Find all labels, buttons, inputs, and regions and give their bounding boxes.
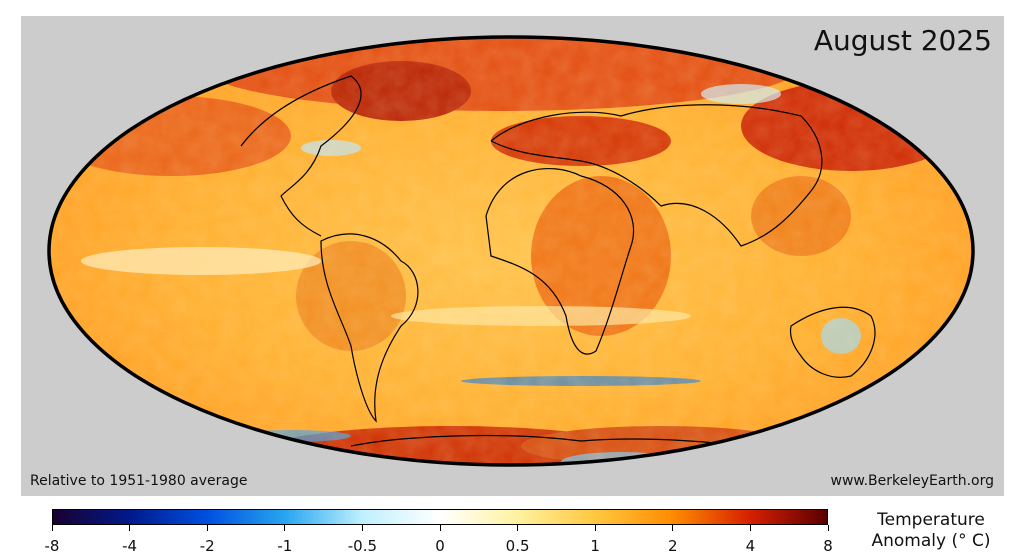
colorbar — [52, 509, 828, 525]
colorbar-tick — [672, 525, 674, 531]
colorbar-tick — [517, 525, 519, 531]
colorbar-tick-label: 1 — [590, 537, 600, 555]
colorbar-tick-label: -8 — [44, 537, 60, 555]
colorbar-title-line2: Anomaly (° C) — [871, 531, 991, 551]
colorbar-tick-label: 4 — [745, 537, 756, 555]
source-link[interactable]: www.BerkeleyEarth.org — [830, 473, 994, 489]
colorbar-tick — [284, 525, 286, 531]
colorbar-tick — [827, 525, 829, 531]
map-title: August 2025 — [813, 24, 992, 57]
colorbar-tick — [51, 525, 53, 531]
globe-outline — [47, 35, 975, 467]
colorbar-tick-label: 2 — [668, 537, 678, 555]
colorbar-tick-label: 8 — [823, 537, 833, 555]
colorbar-tick — [439, 525, 441, 531]
colorbar-tick — [129, 525, 131, 531]
colorbar-title-line1: Temperature — [877, 510, 985, 530]
colorbar-tick-label: -4 — [122, 537, 138, 555]
colorbar-tick — [594, 525, 596, 531]
colorbar-tick-label: 0 — [435, 537, 445, 555]
baseline-note: Relative to 1951-1980 average — [30, 473, 248, 489]
colorbar-tick — [749, 525, 751, 531]
colorbar-tick-label: -0.5 — [347, 537, 378, 555]
colorbar-tick — [361, 525, 363, 531]
colorbar-tick-label: 0.5 — [505, 537, 530, 555]
colorbar-tick — [206, 525, 208, 531]
colorbar-tick-label: -2 — [199, 537, 215, 555]
colorbar-tick-label: -1 — [277, 537, 293, 555]
globe-fill — [49, 37, 973, 465]
anomaly-map — [47, 35, 975, 467]
colorbar-title: Temperature Anomaly (° C) — [866, 510, 996, 552]
map-panel: August 2025 Relative to 1951-1980 averag… — [21, 16, 1004, 496]
